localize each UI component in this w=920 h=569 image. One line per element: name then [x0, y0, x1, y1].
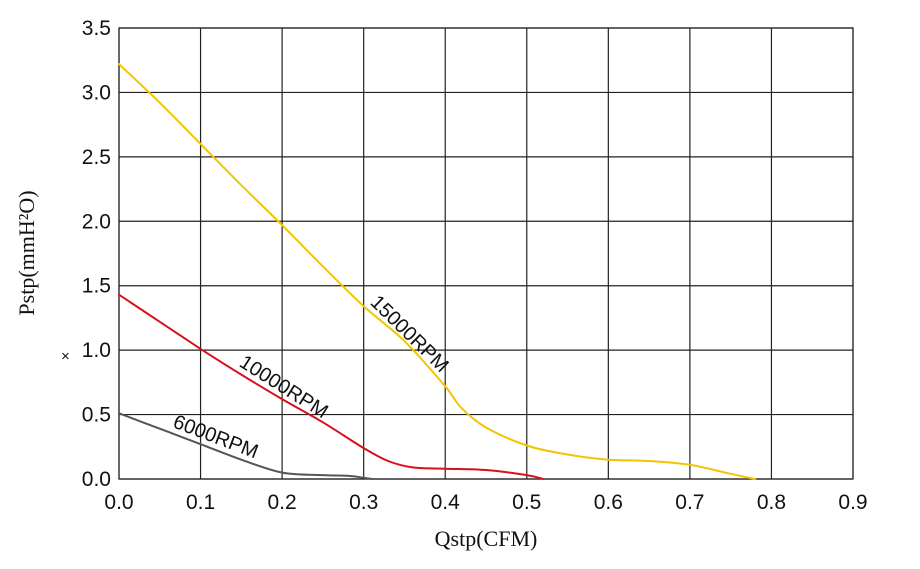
y-tick-label: 2.0 [82, 210, 111, 233]
y-tick-label: 1.5 [82, 275, 111, 298]
x-tick-label: 0.5 [512, 491, 541, 514]
y-tick-label: 3.0 [82, 81, 111, 104]
series-line-10000rpm [118, 293, 545, 480]
x-tick-label: 0.8 [757, 491, 786, 514]
series-label-10000rpm: 10000RPM [235, 351, 331, 423]
y-tick-label: 0.0 [82, 468, 111, 491]
series-line-15000rpm [118, 63, 757, 480]
y-tick-label: 2.5 [82, 146, 111, 169]
plot-frame [118, 27, 854, 480]
x-axis-title: Qstp(CFM) [435, 526, 538, 551]
x-tick-label: 0.9 [838, 491, 867, 514]
x-tick-labels: 0.0 0.1 0.2 0.3 0.4 0.5 0.6 0.7 0.8 0.9 [104, 491, 867, 514]
y-tick-labels: 0.0 0.5 1.0 1.5 2.0 2.5 3.0 3.5 [82, 17, 111, 491]
x-tick-label: 0.0 [104, 491, 133, 514]
x-tick-label: 0.2 [268, 491, 297, 514]
x-tick-label: 0.7 [675, 491, 704, 514]
x-tick-label: 0.4 [431, 491, 461, 514]
y-tick-label: 1.0 [82, 339, 111, 362]
y-axis-title: Pstp(mmH²O) [14, 190, 39, 315]
y-tick-label: 0.5 [82, 404, 111, 427]
x-tick-label: 0.3 [349, 491, 378, 514]
x-tick-label: 0.6 [594, 491, 623, 514]
series-label-15000rpm: 15000RPM [366, 291, 453, 377]
y-axis-multiplier: × [61, 348, 70, 365]
x-tick-label: 0.1 [186, 491, 215, 514]
series-line-6000rpm [118, 412, 373, 480]
series-lines [118, 63, 757, 480]
grid-lines [118, 27, 854, 480]
y-tick-label: 3.5 [82, 17, 111, 40]
